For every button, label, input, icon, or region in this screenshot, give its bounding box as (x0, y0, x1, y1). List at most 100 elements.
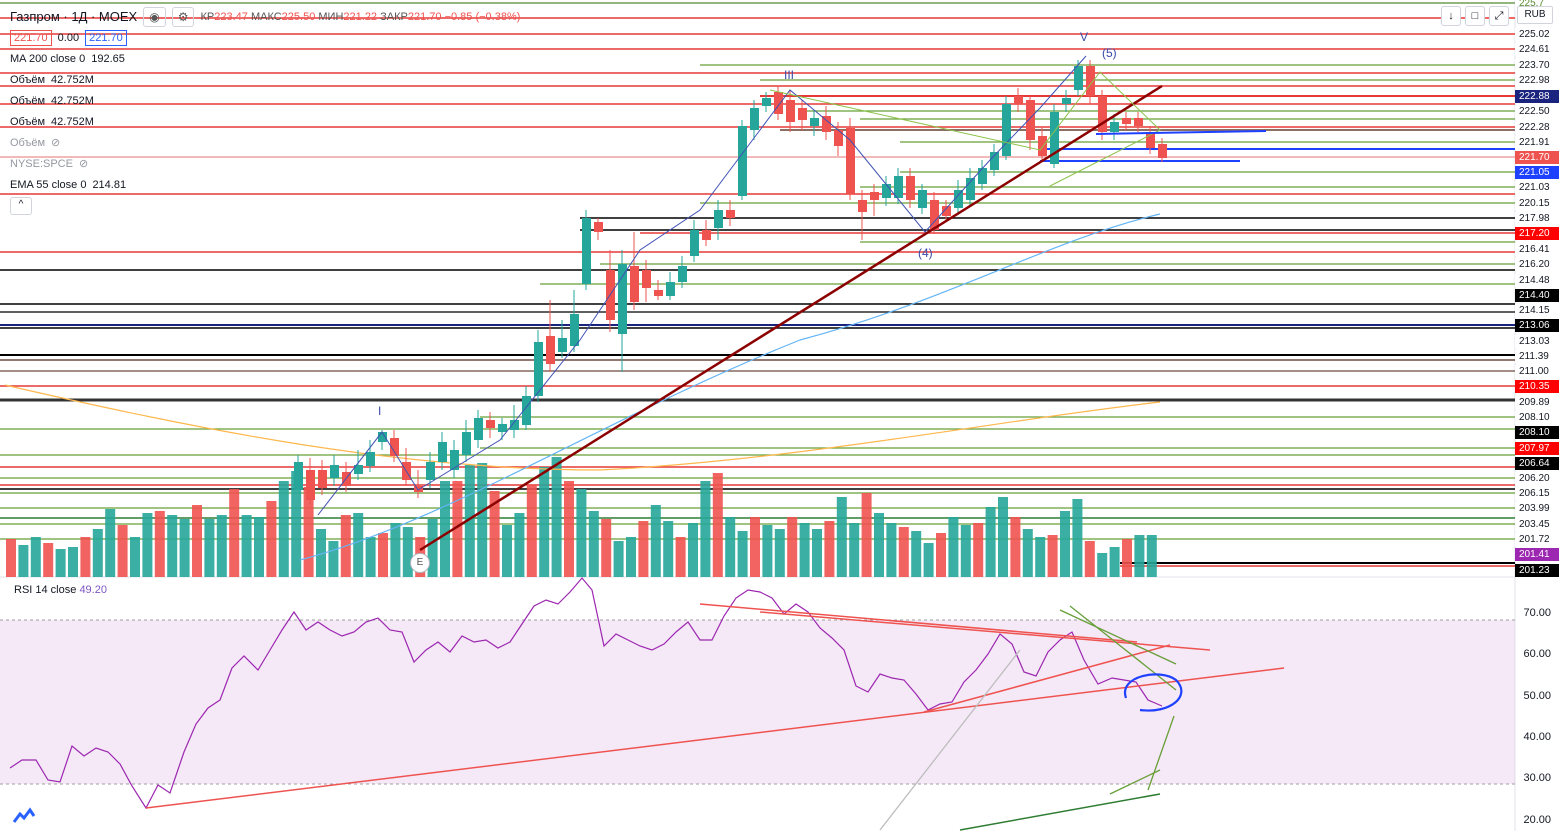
candle-body (726, 210, 735, 218)
candle-body (522, 396, 531, 425)
price-axis-label: 209.89 (1515, 396, 1559, 409)
price-axis-label: 207.97 (1515, 442, 1559, 455)
volume-bar (303, 487, 314, 577)
candle-body (1146, 132, 1155, 148)
price-axis-label: 222.98 (1515, 74, 1559, 87)
volume-bar (886, 523, 897, 577)
candle-body (318, 470, 327, 488)
ohlc-values: КР223.47 МАКС225.50 МИН221.22 ЗАКР221.70… (200, 10, 521, 23)
collapse-legend-button[interactable]: ^ (10, 196, 32, 215)
volume-bar (30, 537, 41, 577)
candle-body (942, 206, 951, 216)
annotation-circle (1123, 673, 1183, 712)
candle-body (426, 462, 435, 480)
indicator-label[interactable]: NYSE:SPCE (10, 157, 73, 170)
candle-body (1026, 100, 1035, 140)
candle-body (546, 336, 555, 364)
candle-body (690, 230, 699, 256)
candle-body (642, 270, 651, 288)
volume-bar (626, 537, 636, 577)
candle-body (858, 200, 867, 212)
legend: Газпром · 1Д · MOEX ◉ ⚙ КР223.47 МАКС225… (10, 6, 520, 216)
volume-bar (1022, 529, 1033, 577)
candle-body (846, 128, 855, 194)
price-axis-label: 217.98 (1515, 212, 1559, 225)
volume-bar (1072, 499, 1083, 577)
expand-icon[interactable]: ⤢ (1489, 6, 1509, 26)
volume-bar (80, 537, 91, 577)
candle-body (570, 314, 579, 346)
tradingview-logo-icon[interactable] (12, 806, 36, 826)
maximize-icon[interactable]: □ (1465, 6, 1485, 26)
candle-body (594, 222, 603, 232)
candle-body (906, 176, 915, 200)
volume-bar (154, 511, 165, 577)
rsi-axis-tick: 30.00 (1523, 772, 1551, 784)
volume-bar (774, 529, 785, 577)
volume-bar (1047, 535, 1058, 577)
volume-bar (92, 529, 103, 577)
indicator-label[interactable]: Объём (10, 115, 46, 128)
symbol-title[interactable]: Газпром · 1Д · MOEX (10, 9, 138, 24)
candle-body (798, 108, 807, 120)
currency-badge[interactable]: RUB (1517, 6, 1553, 24)
price-axis-label: 211.00 (1515, 365, 1559, 378)
volume-bar (960, 525, 971, 577)
indicator-value: 42.752M (51, 115, 94, 128)
volume-bar (725, 517, 736, 577)
level-segment (1095, 130, 1267, 135)
indicator-value: 42.752M (51, 94, 94, 107)
wave-label: III (784, 68, 795, 82)
volume-bar (365, 537, 376, 577)
rsi-fan-line (1069, 605, 1177, 691)
volume-bar (142, 513, 153, 577)
candle-body (1002, 104, 1011, 156)
volume-bar (836, 497, 847, 577)
volume-bar (353, 513, 364, 577)
price-axis-label: 214.48 (1515, 274, 1559, 287)
indicator-label[interactable]: Объём (10, 136, 46, 149)
volume-bar (526, 485, 537, 577)
candle-body (630, 266, 639, 302)
candle-body (894, 176, 903, 198)
rsi-line (9, 577, 1163, 810)
volume-bar (638, 521, 649, 577)
volume-bar (1134, 535, 1145, 577)
candle-body (582, 218, 591, 284)
candle-body (666, 282, 675, 296)
arrow-down-icon[interactable]: ↓ (1441, 6, 1461, 26)
volume-bar (18, 545, 29, 577)
volume-bar (291, 471, 302, 577)
candle-body (486, 420, 495, 428)
eye-icon[interactable]: ◉ (143, 6, 166, 27)
volume-bar (179, 519, 190, 577)
candle-body (1110, 122, 1119, 132)
candle-body (438, 442, 447, 462)
rsi-label: RSI 14 close (14, 584, 77, 596)
indicator-label[interactable]: EMA 55 close 0 (10, 178, 87, 191)
ma-200-line (4, 384, 1161, 471)
volume-bar (167, 515, 178, 577)
indicator-value: 192.65 (91, 52, 125, 65)
settings-icon[interactable]: ⚙ (171, 6, 195, 27)
candle-body (366, 452, 375, 466)
volume-bar (378, 533, 388, 577)
price-axis-label: 222.88 (1515, 90, 1559, 103)
volume-bar (613, 541, 624, 577)
candle-body (462, 432, 471, 455)
volume-bar (440, 481, 450, 577)
ask-price[interactable]: 221.70 (85, 29, 127, 46)
rsi-axis-tick: 20.00 (1523, 814, 1551, 826)
indicator-label[interactable]: Объём (10, 94, 46, 107)
event-badge[interactable]: E (410, 553, 430, 573)
bid-price[interactable]: 221.70 (10, 29, 52, 46)
candle-body (1062, 98, 1071, 104)
volume-bar (700, 481, 711, 577)
rsi-fan-line (1147, 715, 1175, 791)
indicator-label[interactable]: Объём (10, 73, 46, 86)
volume-bar (1035, 537, 1046, 577)
indicator-label[interactable]: MA 200 close 0 (10, 52, 86, 65)
eye-crossed-icon[interactable]: ⊘ (51, 137, 61, 149)
eye-crossed-icon[interactable]: ⊘ (78, 158, 89, 170)
